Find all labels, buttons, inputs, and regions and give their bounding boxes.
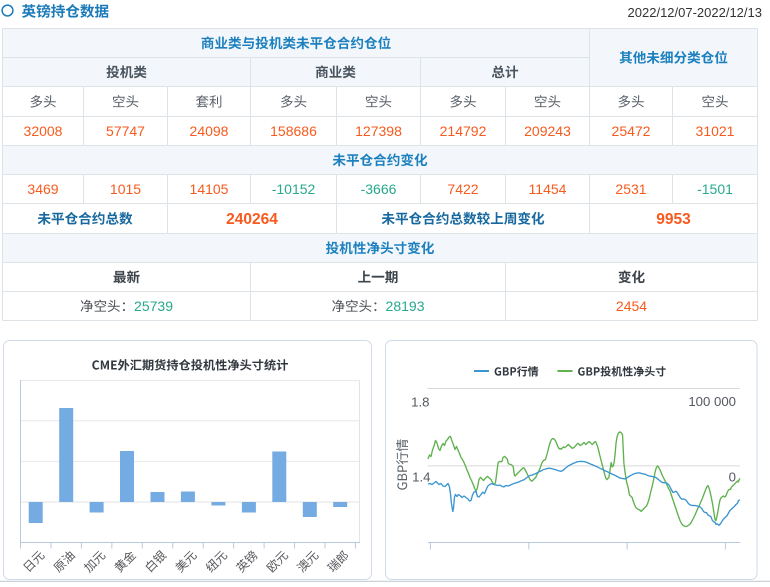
svg-text:2022/12/07-2022/12/13: 2022/12/07-2022/12/13 (628, 5, 762, 20)
svg-text:1015: 1015 (110, 181, 141, 197)
svg-text:24098: 24098 (190, 123, 229, 139)
svg-text:2531: 2531 (615, 181, 646, 197)
svg-text:25472: 25472 (612, 123, 651, 139)
svg-text:11454: 11454 (529, 181, 567, 197)
svg-text:100 000: 100 000 (688, 394, 736, 409)
svg-text:25739: 25739 (134, 298, 173, 314)
svg-text:28193: 28193 (386, 298, 425, 314)
svg-text:7422: 7422 (447, 181, 478, 197)
svg-text:31021: 31021 (696, 123, 735, 139)
svg-text:-1501: -1501 (697, 181, 733, 197)
svg-text:0: 0 (729, 470, 736, 485)
svg-text:57747: 57747 (106, 123, 145, 139)
svg-text:240264: 240264 (226, 211, 278, 228)
svg-text:214792: 214792 (440, 123, 487, 139)
svg-text:1.4: 1.4 (412, 470, 430, 485)
svg-text:1.8: 1.8 (411, 395, 429, 410)
svg-text:2454: 2454 (616, 298, 647, 314)
svg-text:-3666: -3666 (361, 181, 397, 197)
svg-text:-10152: -10152 (272, 181, 316, 197)
svg-text:209243: 209243 (524, 123, 571, 139)
svg-text:9953: 9953 (656, 211, 691, 228)
svg-text:14105: 14105 (190, 181, 229, 197)
svg-text:3469: 3469 (27, 181, 58, 197)
svg-text:32008: 32008 (24, 123, 63, 139)
svg-text:158686: 158686 (270, 123, 317, 139)
svg-text:127398: 127398 (355, 123, 402, 139)
